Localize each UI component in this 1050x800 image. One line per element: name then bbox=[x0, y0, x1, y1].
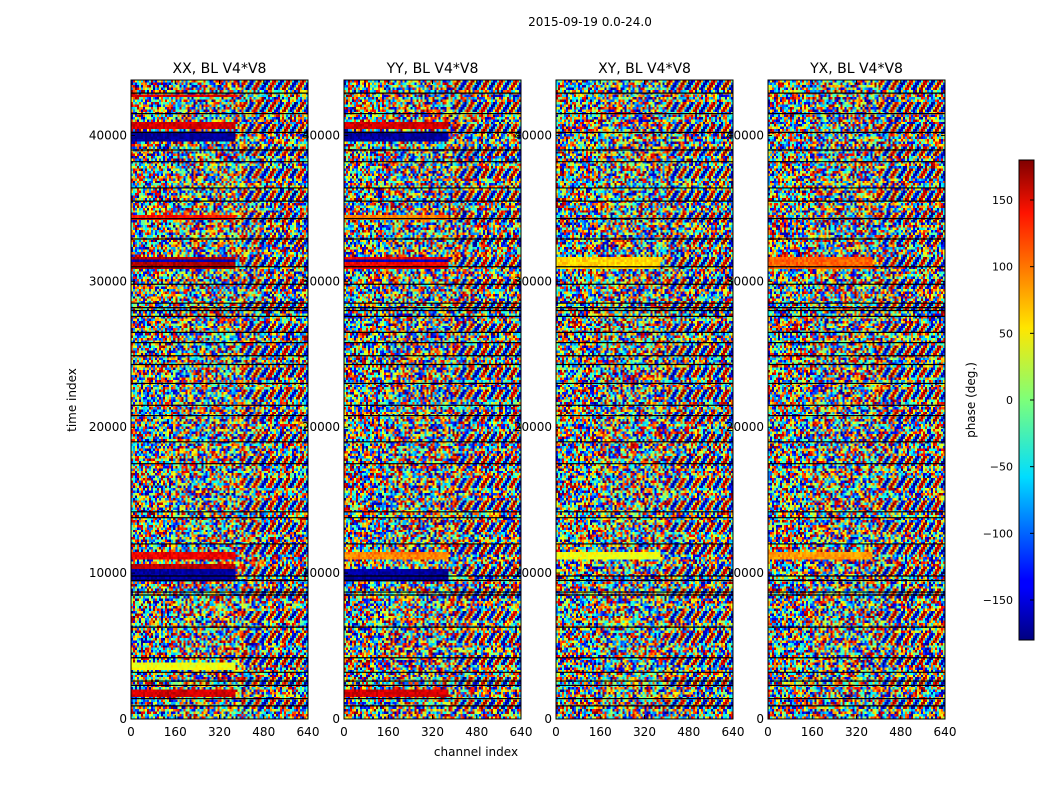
x-tick-label: 320 bbox=[633, 725, 656, 739]
x-tick-label: 160 bbox=[589, 725, 612, 739]
colorbar-tick-label: 0 bbox=[1006, 394, 1013, 407]
x-tick-label: 480 bbox=[677, 725, 700, 739]
x-tick-label: 0 bbox=[764, 725, 772, 739]
y-tick-label: 0 bbox=[756, 712, 764, 726]
panel-xx: XX, BL V4*V8 0 160 320 480 640 0 10000 20000 3000… bbox=[89, 61, 320, 739]
x-tick-label: 0 bbox=[340, 725, 348, 739]
x-tick-label: 640 bbox=[510, 725, 533, 739]
x-tick-label: 320 bbox=[208, 725, 231, 739]
heatmap-cells-yx bbox=[768, 80, 945, 719]
y-tick-label: 30000 bbox=[726, 274, 764, 288]
x-tick-label: 640 bbox=[722, 725, 745, 739]
heatmap-cells-xx bbox=[131, 80, 308, 719]
panel-yx: YX, BL V4*V8 0 160 320 480 640 0 10000 20000 3000… bbox=[726, 61, 957, 739]
colorbar-tick-label: −150 bbox=[983, 594, 1013, 607]
x-tick-label: 480 bbox=[465, 725, 488, 739]
y-tick-label: 20000 bbox=[514, 420, 552, 434]
colorbar-tick-label: −50 bbox=[990, 461, 1013, 474]
y-tick-label: 20000 bbox=[726, 420, 764, 434]
y-tick-label: 10000 bbox=[726, 566, 764, 580]
y-tick-label: 10000 bbox=[89, 566, 127, 580]
x-tick-label: 480 bbox=[252, 725, 275, 739]
y-tick-label: 30000 bbox=[514, 274, 552, 288]
y-tick-label: 0 bbox=[332, 712, 340, 726]
x-tick-label: 320 bbox=[845, 725, 868, 739]
heatmap-cells-xy bbox=[556, 80, 733, 719]
y-tick-label: 40000 bbox=[514, 128, 552, 142]
x-tick-label: 160 bbox=[801, 725, 824, 739]
y-tick-label: 10000 bbox=[302, 566, 340, 580]
colorbar-tick-label: 50 bbox=[999, 327, 1013, 340]
x-tick-label: 320 bbox=[421, 725, 444, 739]
colorbar: −150 −100 −50 0 50 100 150 phase (deg.) bbox=[964, 159, 1035, 641]
y-tick-label: 30000 bbox=[302, 274, 340, 288]
y-tick-label: 40000 bbox=[302, 128, 340, 142]
figure-suptitle: 2015-09-19 0.0-24.0 bbox=[528, 15, 652, 29]
panel-title-yx: YX, BL V4*V8 bbox=[809, 61, 903, 77]
colorbar-tick-label: −100 bbox=[983, 527, 1013, 540]
panel-title-xx: XX, BL V4*V8 bbox=[173, 61, 267, 77]
y-tick-label: 20000 bbox=[302, 420, 340, 434]
x-tick-label: 0 bbox=[127, 725, 135, 739]
x-tick-label: 160 bbox=[164, 725, 187, 739]
panel-xy: XY, BL V4*V8 0 160 320 480 640 0 10000 20000 3000… bbox=[514, 61, 745, 739]
colorbar-label: phase (deg.) bbox=[964, 362, 978, 438]
y-tick-label: 10000 bbox=[514, 566, 552, 580]
x-tick-label: 640 bbox=[297, 725, 320, 739]
colorbar-ticks: −150 −100 −50 0 50 100 150 bbox=[983, 194, 1034, 607]
y-tick-label: 40000 bbox=[89, 128, 127, 142]
panel-title-xy: XY, BL V4*V8 bbox=[598, 61, 691, 77]
y-axis-label: time index bbox=[65, 368, 79, 432]
panel-yy: YY, BL V4*V8 0 160 320 480 640 0 10000 20000 3000… bbox=[302, 61, 533, 739]
y-tick-label: 0 bbox=[119, 712, 127, 726]
panels-group: XX, BL V4*V8 0 160 320 480 640 0 10000 20000 3000… bbox=[89, 61, 957, 739]
y-tick-label: 20000 bbox=[89, 420, 127, 434]
colorbar-tick-label: 150 bbox=[992, 194, 1013, 207]
x-tick-label: 160 bbox=[377, 725, 400, 739]
x-tick-label: 480 bbox=[889, 725, 912, 739]
colorbar-tick-label: 100 bbox=[992, 261, 1013, 274]
x-tick-label: 0 bbox=[552, 725, 560, 739]
y-tick-label: 30000 bbox=[89, 274, 127, 288]
x-axis-label: channel index bbox=[434, 745, 518, 759]
y-tick-label: 40000 bbox=[726, 128, 764, 142]
heatmap-cells-yy bbox=[344, 80, 521, 719]
y-tick-label: 0 bbox=[544, 712, 552, 726]
panel-title-yy: YY, BL V4*V8 bbox=[386, 61, 479, 77]
x-tick-label: 640 bbox=[934, 725, 957, 739]
